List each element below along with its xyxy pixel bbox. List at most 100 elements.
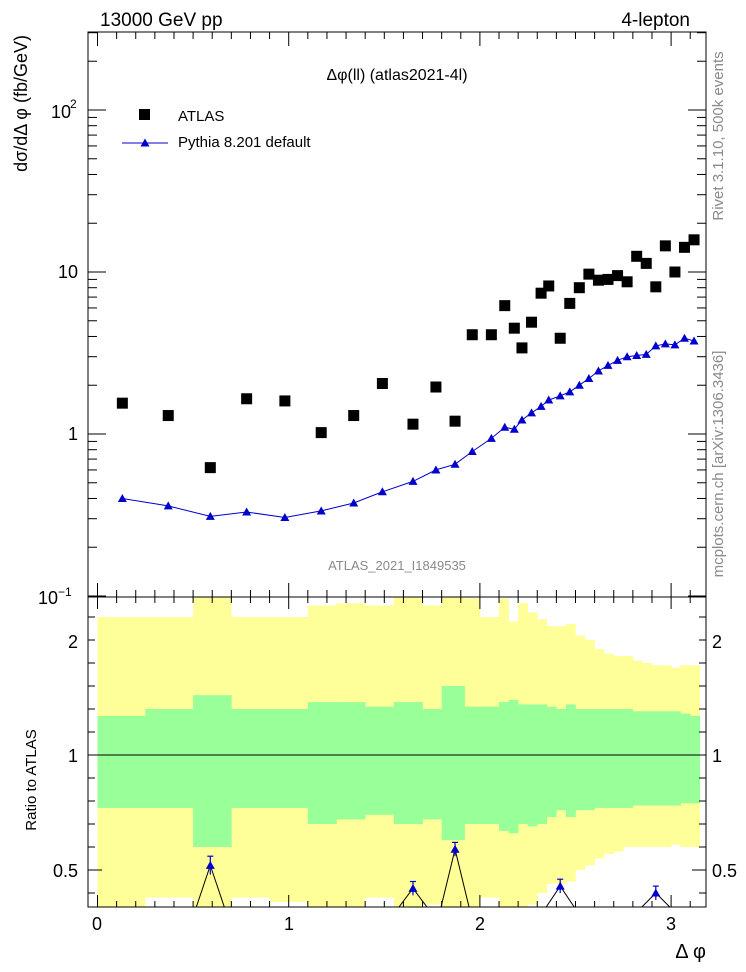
legend-pythia-label: Pythia 8.201 default (178, 134, 311, 151)
atlas-point (650, 281, 662, 293)
process-label: 4-lepton (621, 10, 690, 31)
ratio-tick-label-2-left: 2 (68, 632, 78, 652)
ratio-band-inner (518, 704, 528, 824)
ratio-band-inner (604, 709, 615, 808)
atlas-point (449, 415, 461, 427)
pythia-point (316, 506, 326, 515)
ratio-tick-label-05-left: 0.5 (53, 861, 78, 881)
atlas-point (116, 397, 128, 409)
atlas-point (573, 282, 585, 294)
pythia-point (584, 374, 594, 383)
ratio-band-inner (565, 704, 576, 818)
atlas-point (407, 418, 419, 430)
ratio-bands (97, 597, 701, 907)
ytick-label-01-base: 10 (38, 588, 58, 608)
ytick-label-100-base: 10 (51, 102, 71, 122)
pythia-point (641, 349, 651, 358)
xtick-label-0: 0 (92, 914, 102, 934)
atlas-point (621, 276, 633, 288)
atlas-point (508, 322, 520, 334)
ratio-band-inner (623, 709, 634, 808)
ratio-point (205, 860, 215, 869)
ratio-band-inner (307, 702, 337, 824)
pythia-point (603, 360, 613, 369)
pythia-point (408, 476, 418, 485)
ytick-label-1: 1 (68, 424, 78, 444)
ratio-band-inner (336, 702, 366, 820)
ratio-band-inner (671, 711, 681, 806)
pythia-line (122, 337, 695, 519)
atlas-point (315, 427, 327, 439)
atlas-point (640, 257, 652, 269)
pythia-point (431, 465, 441, 474)
pythia-point (613, 355, 623, 364)
ratio-y-axis-label: Ratio to ATLAS (23, 729, 40, 830)
pythia-point (242, 507, 252, 516)
pythia-point (574, 380, 584, 389)
ratio-band-inner (680, 713, 691, 804)
atlas-point (583, 268, 595, 280)
main-series (116, 234, 700, 522)
ratio-tick-label-05-right: 0.5 (712, 861, 737, 881)
x-axis-label: Δ φ (675, 941, 706, 963)
analysis-id: ATLAS_2021_I1849535 (328, 558, 466, 573)
ytick-label-100: 10 2 (51, 97, 77, 122)
pythia-point (544, 395, 554, 404)
atlas-point (485, 329, 497, 341)
pythia-point (163, 501, 173, 510)
atlas-point (564, 297, 576, 309)
main-panel: Δφ(ll) (atlas2021-4l) ATLAS_2021_I184953… (11, 31, 707, 608)
atlas-point (348, 410, 360, 422)
atlas-point (688, 234, 700, 246)
atlas-point (376, 377, 388, 389)
ratio-band-inner (393, 702, 423, 824)
atlas-point (602, 273, 614, 285)
pythia-point (450, 459, 460, 468)
ratio-point (408, 883, 418, 892)
ratio-band-inner (690, 715, 701, 804)
ratio-band-inner (556, 709, 567, 811)
ratio-point (450, 844, 460, 853)
pythia-point (632, 351, 642, 360)
ratio-tick-label-2-right: 2 (712, 632, 722, 652)
xtick-label-1: 1 (284, 914, 294, 934)
pythia-point (280, 513, 290, 522)
atlas-point (554, 332, 566, 344)
ytick-label-100-exp: 2 (70, 97, 77, 111)
pythia-point (509, 424, 519, 433)
pythia-point (670, 340, 680, 349)
pythia-point (486, 433, 496, 442)
ratio-band-inner (422, 709, 442, 820)
pythia-point (593, 366, 603, 375)
ratio-band-inner (537, 704, 548, 824)
atlas-point (466, 329, 478, 341)
pythia-point (651, 341, 661, 350)
pythia-point (467, 446, 477, 455)
atlas-point (659, 240, 671, 252)
legend-pythia-marker (140, 138, 150, 147)
plot-title: Δφ(ll) (atlas2021-4l) (326, 67, 467, 84)
pythia-point (622, 352, 632, 361)
atlas-point (162, 410, 174, 422)
xtick-label-3: 3 (666, 914, 676, 934)
ratio-band-inner (651, 711, 662, 806)
atlas-point (543, 280, 555, 292)
pythia-point (117, 493, 127, 502)
atlas-point (535, 287, 547, 299)
ratio-tick-label-1-right: 1 (712, 746, 722, 766)
pythia-point (377, 487, 387, 496)
ratio-tick-label-1-left: 1 (68, 746, 78, 766)
ratio-band-inner (479, 706, 500, 824)
atlas-point (669, 266, 681, 278)
atlas-point (678, 241, 690, 253)
atlas-point (526, 316, 538, 328)
ratio-band-inner (269, 709, 309, 808)
ratio-band-inner (585, 709, 595, 811)
ratio-band-inner (527, 704, 538, 827)
y-axis-label: dσ/dΔ φ (fb/GeV) (11, 35, 31, 172)
ratio-band-inner (145, 709, 194, 808)
atlas-point (430, 381, 442, 393)
ratio-band-inner (546, 706, 557, 818)
atlas-point (499, 300, 511, 312)
